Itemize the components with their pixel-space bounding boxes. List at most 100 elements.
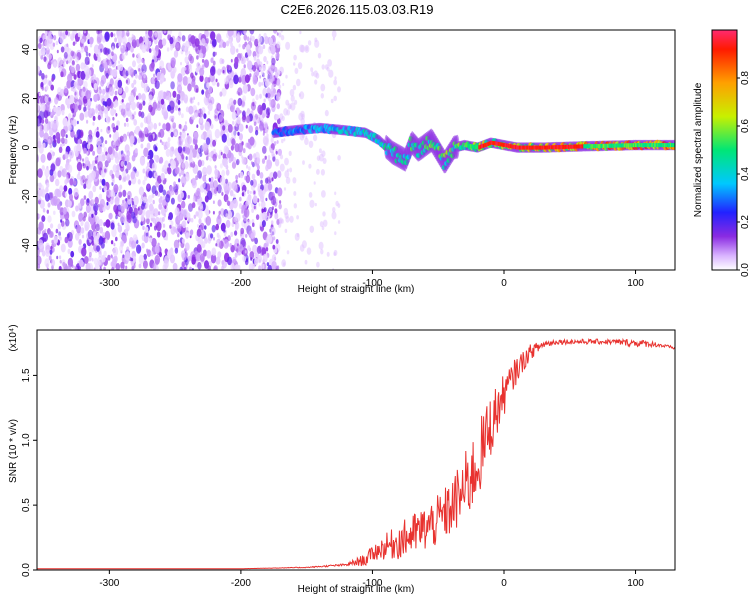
heatmap-cell [64,179,68,185]
heatmap-cell [67,238,73,248]
heatmap-cell [212,60,216,66]
heatmap-cell [52,134,56,141]
heatmap-cell [488,141,491,146]
heatmap-cell [177,137,183,148]
heatmap-cell [100,79,105,87]
heatmap-cell [205,215,212,226]
heatmap-cell [187,255,192,262]
heatmap-cell [45,85,49,91]
heatmap-cell [317,52,322,59]
heatmap-cell [193,131,199,140]
heatmap-cell [250,257,253,261]
heatmap-cell [199,117,203,124]
heatmap-cell [83,195,87,200]
heatmap-cell [171,146,175,152]
colorbar-ticks: 0.0 0.2 0.4 0.6 0.8 [737,71,750,277]
heatmap-cell [86,143,91,150]
heatmap-cell [177,145,183,154]
heatmap-cell [300,117,305,125]
heatmap-cell [176,84,183,94]
heatmap-cell [228,38,232,44]
heatmap-cell [619,143,621,148]
heatmap-cell [466,143,468,148]
heatmap-cell [84,56,90,65]
heatmap-cell [154,254,161,265]
heatmap-cell [248,138,251,143]
heatmap-cell [86,99,92,108]
heatmap-cell [100,128,103,133]
heatmap-cell [144,205,147,210]
heatmap-cell [132,60,136,68]
heatmap-cell [556,145,559,150]
heatmap-cell [50,259,56,267]
heatmap-cell [259,121,265,131]
heatmap-cell [165,96,169,101]
heatmap-cell [170,197,175,205]
heatmap-cell [471,144,473,149]
heatmap-cell [86,198,90,203]
heatmap-cell [245,200,249,207]
heatmap-cell [268,37,273,45]
heatmap-cell [58,265,62,270]
heatmap-cell [153,154,157,161]
heatmap-cell [173,181,177,187]
heatmap-cell [49,192,54,199]
heatmap-cell [210,176,214,182]
heatmap-cell [153,225,157,231]
heatmap-cell [199,74,204,82]
heatmap-cell [265,197,268,202]
heatmap-cell [37,131,40,138]
heatmap-cell [115,236,118,242]
heatmap-cell [240,227,245,235]
heatmap-cell [202,166,208,176]
heatmap-cell [189,266,192,270]
heatmap-cell [93,267,96,270]
heatmap-cell [293,191,297,196]
heatmap-cell [80,70,86,80]
heatmap-cell [569,144,572,149]
heatmap-cell [245,175,251,184]
heatmap-cell [263,98,266,103]
heatmap-cell [91,257,94,262]
heatmap-cell [156,221,162,232]
x-tick-label: -100 [362,278,382,289]
heatmap-cell [94,263,99,270]
heatmap-cell [502,142,504,147]
heatmap-cell [84,45,89,53]
y-tick-label: 40 [21,44,32,56]
heatmap-cell [258,45,264,55]
heatmap-cell [237,131,240,136]
heatmap-cell [267,78,272,85]
heatmap-cell [71,210,76,218]
heatmap-cell [316,168,320,175]
heatmap-cell [591,144,594,149]
heatmap-cell [222,158,228,168]
heatmap-cell [482,143,484,148]
colorbar-tick-label: 0.2 [740,215,750,229]
heatmap-cell [592,144,595,149]
heatmap-cell [137,207,140,211]
heatmap-cell [517,145,520,150]
heatmap-cell [587,144,590,149]
heatmap-cell [93,94,98,103]
heatmap-cell [110,222,115,230]
heatmap-cell [261,263,265,270]
heatmap-cell [481,144,483,149]
heatmap-cell [175,42,179,48]
heatmap-cell [63,52,68,59]
heatmap-cell [337,155,341,161]
heatmap-cell [63,85,68,94]
heatmap-cell [574,144,576,149]
heatmap-cell [157,211,161,216]
x-tick-label: -100 [362,578,382,589]
heatmap-cell [231,138,236,146]
heatmap-cell [642,143,644,148]
heatmap-cell [267,264,273,270]
heatmap-cell [667,143,669,148]
heatmap-cell [66,98,71,105]
heatmap-cell [39,37,43,44]
heatmap-cell [587,144,589,149]
heatmap-cell [337,220,341,224]
heatmap-cell [176,153,181,161]
y-tick-label: 0 [21,144,32,150]
